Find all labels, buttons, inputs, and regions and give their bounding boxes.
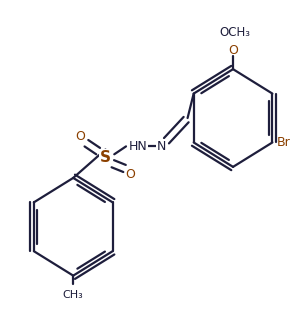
Text: CH₃: CH₃ <box>63 290 83 300</box>
Text: Br: Br <box>277 136 291 149</box>
Text: N: N <box>157 140 166 153</box>
Text: HN: HN <box>129 140 148 153</box>
Text: O: O <box>228 44 238 57</box>
Text: O: O <box>75 130 86 143</box>
Text: O: O <box>126 168 135 181</box>
Text: S: S <box>100 150 111 165</box>
Text: OCH₃: OCH₃ <box>219 26 250 39</box>
